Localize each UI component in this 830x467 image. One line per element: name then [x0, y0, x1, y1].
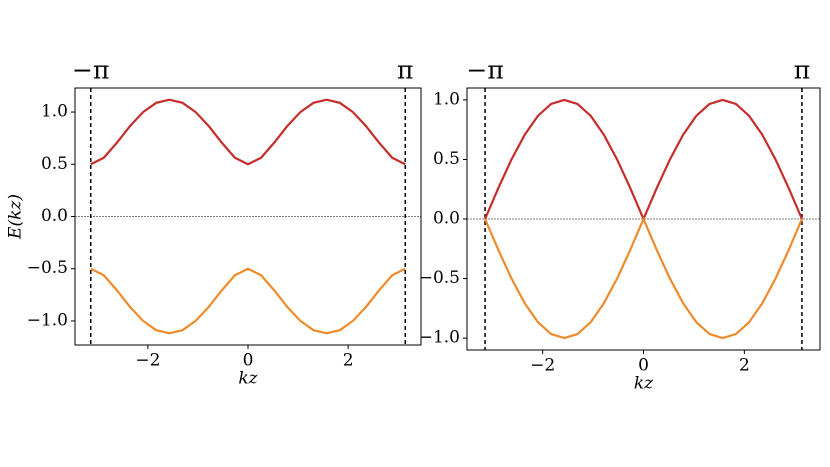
x-axis-label: kz: [238, 369, 258, 389]
y-tick-label: −0.5: [27, 258, 68, 278]
y-tick-label: 1.0: [41, 102, 68, 122]
y-tick-label: −1.0: [419, 328, 460, 348]
band-line: [484, 216, 803, 340]
annotation: −π: [72, 56, 109, 85]
annotation: −π: [466, 56, 503, 85]
y-tick-label: −0.5: [419, 268, 460, 288]
y-tick-label: 0.5: [433, 149, 460, 169]
x-tick-label: 2: [343, 351, 354, 371]
band-line: [484, 98, 803, 222]
x-tick-label: −2: [135, 351, 160, 371]
band-line: [90, 267, 406, 335]
x-tick-label: 0: [243, 351, 254, 371]
y-tick-label: 1.0: [433, 89, 460, 109]
y-axis-label: E(kz): [6, 194, 26, 240]
x-axis-label: kz: [634, 374, 654, 394]
y-tick-label: 0.0: [433, 209, 460, 229]
y-tick-label: 0.5: [41, 154, 68, 174]
y-tick-label: −1.0: [27, 310, 68, 330]
annotation: π: [794, 56, 810, 85]
x-tick-label: 0: [638, 356, 649, 376]
x-tick-label: −2: [530, 356, 555, 376]
annotation: π: [397, 56, 413, 85]
band-line: [90, 98, 406, 166]
y-tick-label: 0.0: [41, 206, 68, 226]
x-tick-label: 2: [739, 356, 750, 376]
